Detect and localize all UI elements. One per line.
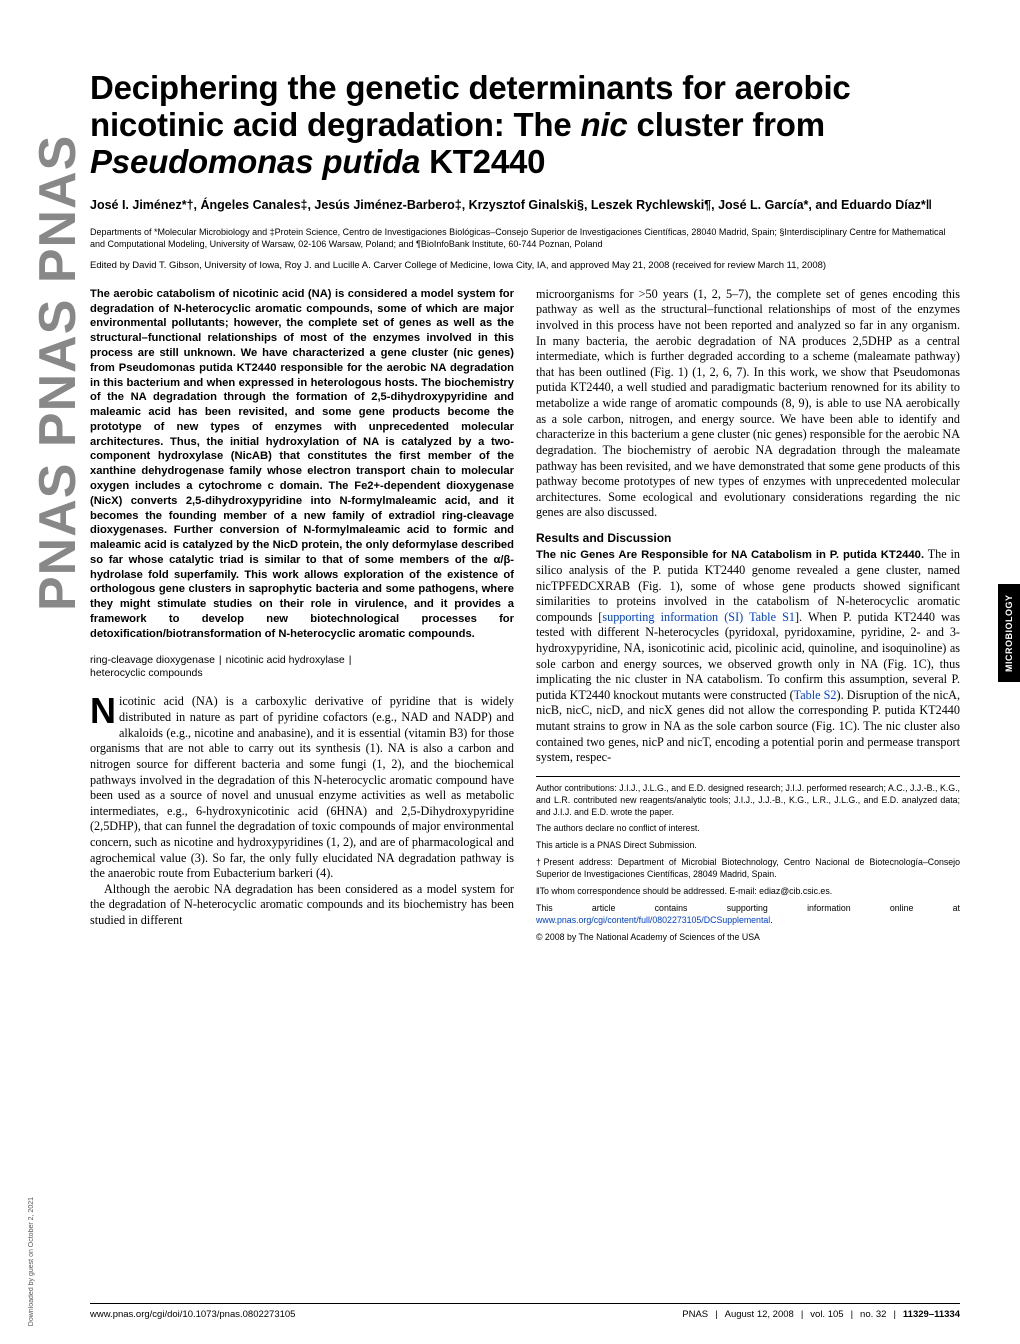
right-column: microorganisms for >50 years (1, 2, 5–7)… <box>536 287 960 949</box>
fn-supporting-info: This article contains supporting informa… <box>536 903 960 927</box>
pnas-logo: PNAS PNAS PNAS <box>28 48 70 698</box>
keyword-3: heterocyclic compounds <box>90 667 203 679</box>
page-footer: www.pnas.org/cgi/doi/10.1073/pnas.080227… <box>90 1303 960 1320</box>
footer-pages: 11329–11334 <box>903 1309 960 1320</box>
footnotes: Author contributions: J.I.J., J.L.G., an… <box>536 776 960 944</box>
dropcap: N <box>90 694 119 727</box>
fn-author-contrib: Author contributions: J.I.J., J.L.G., an… <box>536 783 960 819</box>
footer-journal: PNAS <box>682 1309 708 1320</box>
intro-para-1: Nicotinic acid (NA) is a carboxylic deri… <box>90 694 514 881</box>
footer-no: no. 32 <box>860 1309 886 1320</box>
fn-si-link[interactable]: www.pnas.org/cgi/content/full/0802273105… <box>536 915 770 925</box>
results-para-1: The nic Genes Are Responsible for NA Cat… <box>536 547 960 766</box>
si-table-s1-link[interactable]: supporting information (SI) Table S1 <box>602 610 795 624</box>
intro-para-2: Although the aerobic NA degradation has … <box>90 882 514 929</box>
fn-correspondence: ‖To whom correspondence should be addres… <box>536 886 960 898</box>
footer-doi: www.pnas.org/cgi/doi/10.1073/pnas.080227… <box>90 1309 295 1320</box>
edited-by: Edited by David T. Gibson, University of… <box>90 260 960 273</box>
footer-citation: PNAS|August 12, 2008|vol. 105|no. 32|113… <box>682 1309 960 1320</box>
fn-present-address: †Present address: Department of Microbia… <box>536 857 960 881</box>
title-line2b: nic <box>581 106 628 143</box>
fn-direct-submission: This article is a PNAS Direct Submission… <box>536 840 960 852</box>
fn-conflict: The authors declare no conflict of inter… <box>536 823 960 835</box>
fn-si-text-a: This article contains supporting informa… <box>536 903 960 913</box>
results-runin: The nic Genes Are Responsible for NA Cat… <box>536 549 924 561</box>
title-line2c: cluster from <box>628 106 825 143</box>
keywords: ring-cleavage dioxygenase|nicotinic acid… <box>90 654 514 681</box>
footer-vol: vol. 105 <box>810 1309 843 1320</box>
affiliations: Departments of *Molecular Microbiology a… <box>90 226 960 250</box>
title-line3a: Pseudomonas putida <box>90 143 420 180</box>
fn-copyright: © 2008 by The National Academy of Scienc… <box>536 932 960 944</box>
fn-si-text-b: . <box>770 915 772 925</box>
intro-text-1: icotinic acid (NA) is a carboxylic deriv… <box>90 694 514 880</box>
title-line3b: KT2440 <box>420 143 545 180</box>
two-column-body: The aerobic catabolism of nicotinic acid… <box>90 287 960 949</box>
download-note: Downloaded by guest on October 2, 2021 <box>28 1197 35 1326</box>
col2-para-1: microorganisms for >50 years (1, 2, 5–7)… <box>536 287 960 521</box>
keyword-2: nicotinic acid hydroxylase <box>226 654 345 666</box>
title-line1: Deciphering the genetic determinants for… <box>90 69 851 106</box>
table-s2-link[interactable]: Table S2 <box>794 688 837 702</box>
page-content: Deciphering the genetic determinants for… <box>90 70 960 948</box>
section-tab: MICROBIOLOGY <box>998 584 1020 682</box>
left-column: The aerobic catabolism of nicotinic acid… <box>90 287 514 949</box>
article-title: Deciphering the genetic determinants for… <box>90 70 960 181</box>
abstract: The aerobic catabolism of nicotinic acid… <box>90 287 514 642</box>
results-heading: Results and Discussion <box>536 531 960 546</box>
keyword-1: ring-cleavage dioxygenase <box>90 654 215 666</box>
author-list: José I. Jiménez*†, Ángeles Canales‡, Jes… <box>90 197 960 214</box>
footer-date: August 12, 2008 <box>725 1309 794 1320</box>
title-line2a: nicotinic acid degradation: The <box>90 106 581 143</box>
